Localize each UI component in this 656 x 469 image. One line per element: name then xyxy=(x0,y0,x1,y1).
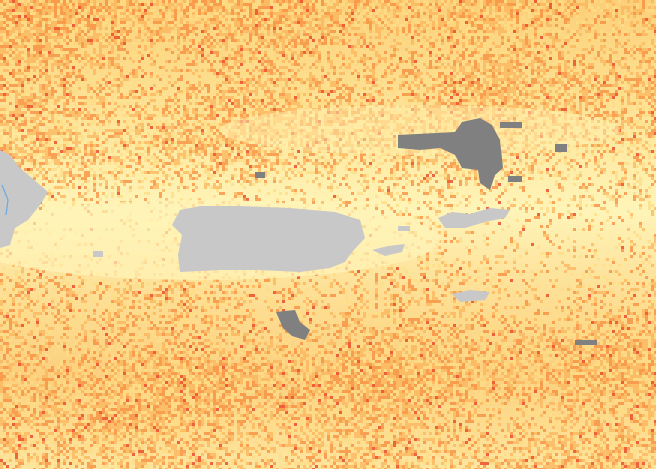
puerto-rico xyxy=(172,206,365,272)
desecheo-island xyxy=(93,251,103,257)
culebra xyxy=(398,226,410,231)
